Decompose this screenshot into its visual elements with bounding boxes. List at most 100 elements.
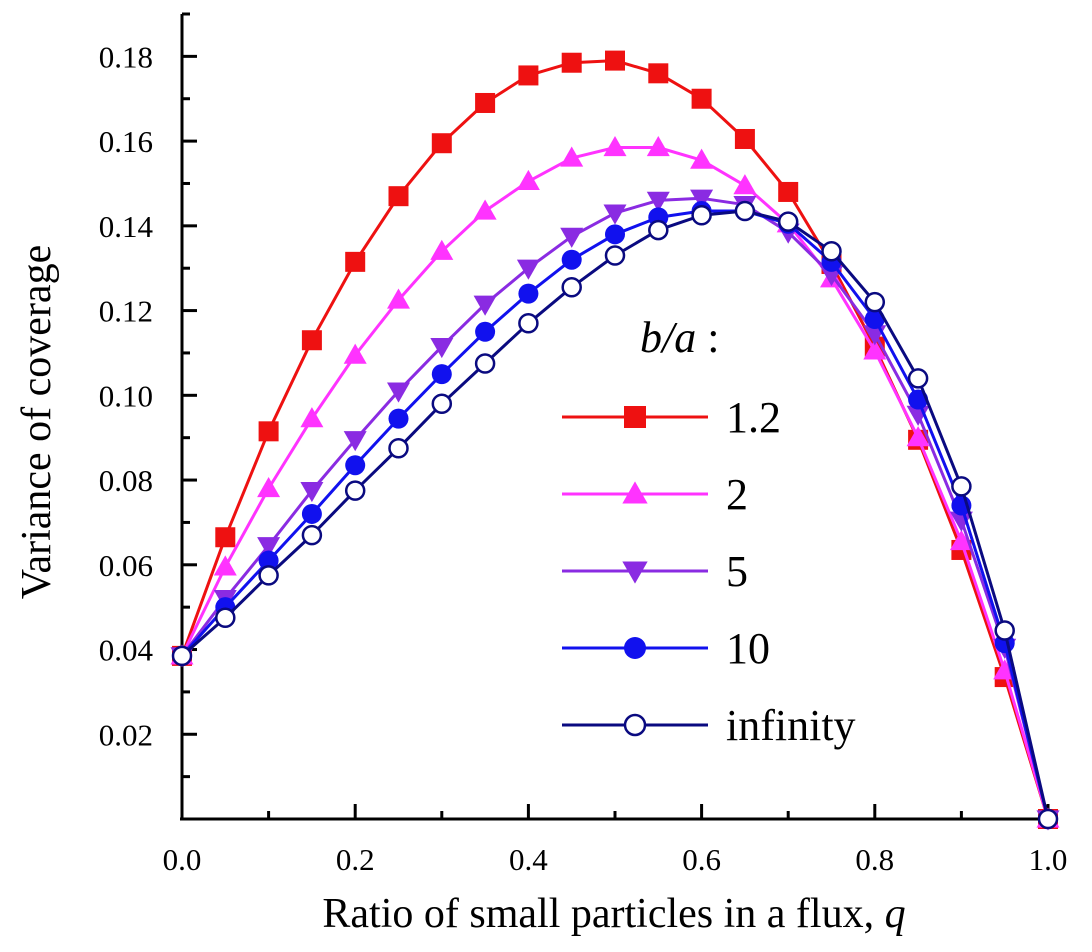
legend-marker xyxy=(624,406,646,428)
data-point xyxy=(949,511,973,532)
data-point xyxy=(821,241,842,262)
data-point xyxy=(951,476,972,497)
data-point xyxy=(388,408,409,429)
data-point xyxy=(561,52,582,73)
data-point xyxy=(949,529,973,551)
data-point xyxy=(518,65,539,86)
data-point xyxy=(258,550,279,571)
data-point xyxy=(994,620,1015,641)
data-point xyxy=(301,503,322,524)
data-point xyxy=(518,283,539,304)
data-point xyxy=(343,343,367,364)
legend-entry: 1.2 xyxy=(562,393,781,442)
data-point xyxy=(171,645,193,667)
data-point xyxy=(691,88,712,109)
data-point xyxy=(690,189,714,210)
data-point xyxy=(388,438,409,459)
y-tick-label: 0.08 xyxy=(99,463,153,498)
data-point xyxy=(430,239,454,260)
data-point xyxy=(345,455,366,476)
data-point xyxy=(388,186,409,207)
y-tick-label: 0.18 xyxy=(99,39,153,74)
legend-entry: 2 xyxy=(562,470,748,519)
data-point xyxy=(734,128,755,149)
data-point xyxy=(430,337,454,359)
data-point xyxy=(734,200,756,222)
x-axis-title: Ratio of small particles in a flux, q xyxy=(322,891,905,937)
series-2 xyxy=(170,189,1060,831)
legend-label: 5 xyxy=(726,547,748,596)
x-axis-title-var: q xyxy=(885,891,906,937)
data-point xyxy=(518,313,539,334)
data-point xyxy=(516,259,540,280)
data-point xyxy=(257,477,281,498)
y-axis-title: Variance of coverage xyxy=(14,245,60,599)
data-point xyxy=(863,339,887,360)
legend-title: b/a : xyxy=(640,313,719,362)
data-point xyxy=(906,426,930,447)
y-tick-label: 0.12 xyxy=(99,294,153,329)
data-point xyxy=(1037,808,1059,830)
data-point xyxy=(648,219,669,241)
data-point xyxy=(387,288,410,309)
data-point xyxy=(213,555,237,576)
data-point xyxy=(300,482,324,503)
data-point xyxy=(516,169,540,190)
data-point xyxy=(603,204,627,225)
series-4 xyxy=(171,200,1059,830)
data-point xyxy=(646,135,670,157)
data-point xyxy=(258,421,279,442)
data-point xyxy=(561,249,582,270)
data-point xyxy=(474,353,496,374)
data-point xyxy=(431,393,453,415)
data-point xyxy=(560,227,584,248)
data-point xyxy=(301,330,322,351)
legend: b/a : 1.2 2 5 10 infinity xyxy=(562,313,856,750)
x-tick-label: 0.8 xyxy=(855,842,894,877)
data-point xyxy=(605,50,625,71)
data-point xyxy=(475,92,496,113)
legend-label: 10 xyxy=(726,624,770,673)
data-point xyxy=(300,407,324,428)
series-3 xyxy=(172,201,1058,829)
y-tick-label: 0.06 xyxy=(99,548,153,583)
data-point xyxy=(733,174,757,195)
data-point xyxy=(431,364,452,385)
axes: 0.0 0.2 0.4 0.6 0.8 1.0 0.02 0.04 0.06 0.08 0.10 0.… xyxy=(99,12,1067,877)
data-point xyxy=(344,480,366,501)
data-point xyxy=(691,205,712,226)
legend-marker xyxy=(622,561,648,584)
data-point xyxy=(648,63,669,84)
legend-marker xyxy=(624,637,646,659)
y-tick-label: 0.14 xyxy=(99,209,154,244)
data-point xyxy=(473,295,497,316)
data-point xyxy=(646,191,670,212)
data-point xyxy=(777,211,799,232)
y-tick-label: 0.04 xyxy=(99,633,154,668)
data-point xyxy=(560,146,584,167)
y-tick-label: 0.10 xyxy=(99,378,153,413)
data-point xyxy=(343,431,367,452)
data-point xyxy=(690,148,714,169)
data-point xyxy=(561,277,582,298)
data-point xyxy=(301,524,323,546)
data-point xyxy=(603,135,627,157)
x-axis-title-text: Ratio of small particles in a flux, xyxy=(322,891,884,937)
x-tick-label: 0.4 xyxy=(509,842,548,877)
legend-marker xyxy=(622,481,648,504)
y-tick-label: 0.02 xyxy=(99,717,153,752)
legend-marker xyxy=(623,713,647,737)
legend-label: 1.2 xyxy=(726,393,781,442)
legend-label: 2 xyxy=(726,470,748,519)
x-tick-label: 0.6 xyxy=(682,842,721,877)
data-point xyxy=(257,537,281,558)
data-point xyxy=(907,368,929,389)
data-point xyxy=(864,309,885,330)
legend-entry: 5 xyxy=(562,547,748,596)
x-tick-label: 0.2 xyxy=(336,842,375,877)
data-point xyxy=(215,607,236,628)
legend-label: infinity xyxy=(726,701,856,750)
data-point xyxy=(387,382,410,403)
data-point xyxy=(473,199,497,220)
